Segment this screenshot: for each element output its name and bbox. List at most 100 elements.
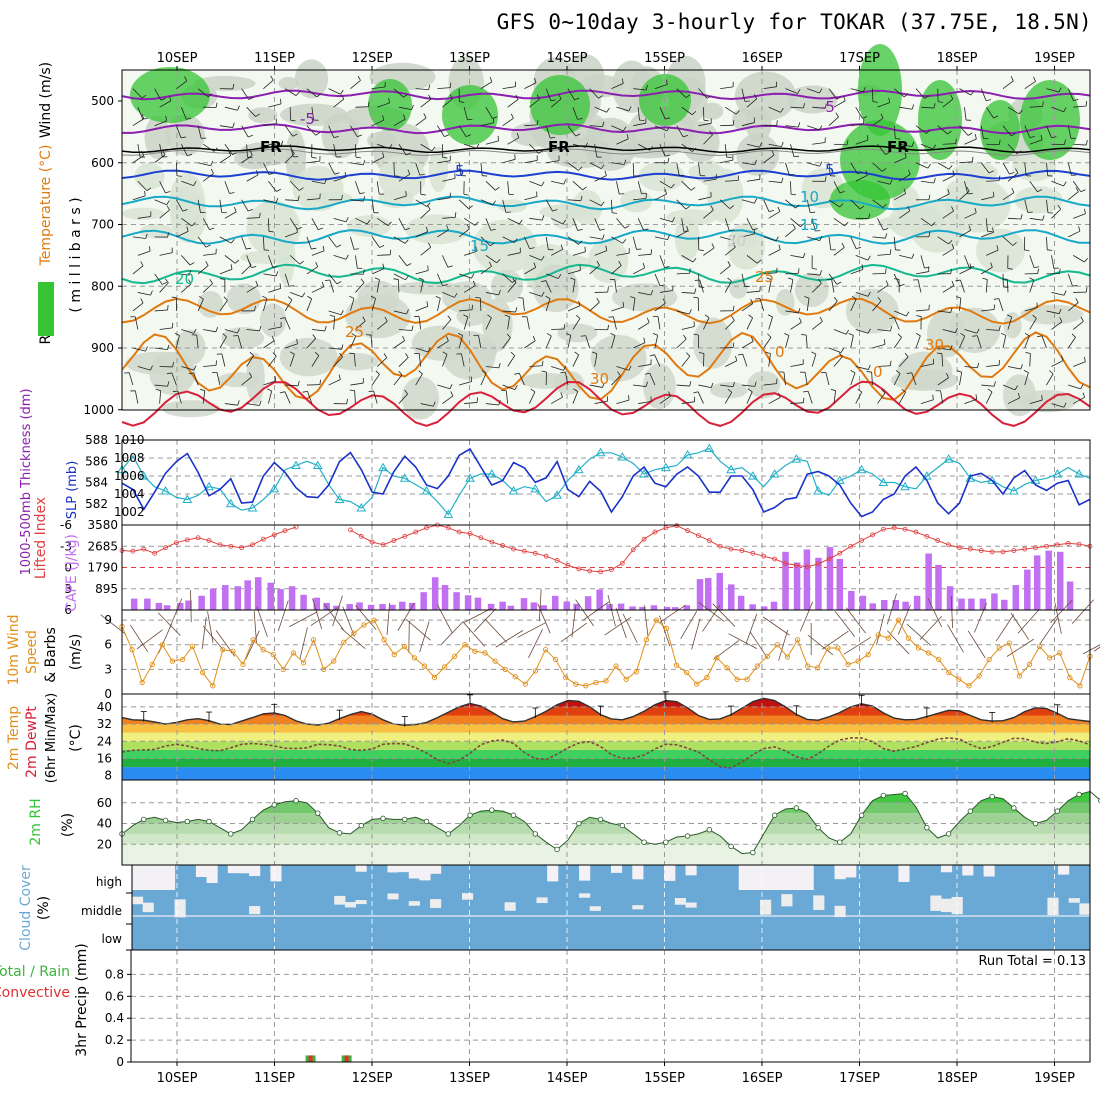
wind-barb (785, 125, 799, 128)
wind-barb (137, 292, 151, 296)
rh-blob (946, 178, 982, 202)
wind-barb (680, 610, 698, 640)
wind-barb (193, 372, 199, 386)
wind-barb (942, 143, 956, 145)
y-tick-label: 0.2 (105, 1033, 124, 1047)
wind-barb-flag (866, 134, 869, 141)
wind-barb (567, 162, 579, 171)
wind-barb (964, 212, 977, 219)
wind-barb (746, 98, 758, 108)
wind-barb (485, 403, 499, 406)
ylabel-cape: CAPE (J/kg) (64, 534, 80, 612)
rh-blob (976, 228, 1025, 273)
rh-marker (402, 816, 408, 823)
wind-barb-flag (248, 208, 253, 212)
wind-barb (937, 347, 951, 351)
wind-barb-flag (729, 205, 734, 209)
wind-barb-flag (420, 193, 426, 196)
wind-barb-flag (1041, 395, 1043, 401)
wind-barb (393, 118, 406, 127)
wind-barb-flag (836, 281, 842, 285)
wind-barb-flag (988, 170, 994, 174)
wind-barb-flag (642, 262, 646, 268)
wind-barb-flag (167, 381, 170, 387)
wind-barb (1073, 255, 1085, 263)
wind-barb-flag (344, 171, 347, 178)
wind-barb-flag (207, 93, 213, 98)
wind-barb-flag (245, 247, 252, 250)
wind-barb (134, 390, 139, 404)
wind-barb (681, 356, 691, 367)
rh-marker (336, 830, 343, 836)
wind-barb (324, 603, 344, 630)
wind-barb (393, 195, 407, 201)
li-marker (750, 550, 756, 556)
y-tick-label: 40 (97, 817, 112, 831)
contour-label: 15 (800, 216, 819, 234)
rh-marker (315, 810, 321, 816)
wind-speed-marker (371, 617, 377, 623)
li-marker (217, 542, 223, 548)
wind-barb-flag (861, 264, 864, 270)
wind-barb (681, 326, 695, 330)
thickness-marker (160, 485, 171, 495)
wind-barb-flag (904, 93, 909, 98)
wind-barb (1002, 192, 1015, 201)
date-label-bottom: 14SEP (547, 1071, 588, 1086)
wind-barb (485, 140, 499, 145)
wind-barb (241, 155, 253, 164)
wind-barb (942, 175, 955, 182)
wind-barb (306, 198, 320, 201)
li-marker (478, 535, 484, 541)
wind-barb-flag (579, 265, 581, 271)
wind-barb (981, 384, 995, 387)
wind-barb-flag (932, 394, 934, 400)
wind-speed-marker (482, 650, 488, 656)
wind-barb (703, 178, 717, 182)
wind-barb-flag (604, 170, 607, 176)
wind-barb (572, 279, 576, 293)
wind-barb-flag (621, 78, 624, 84)
wind-barb-flag (867, 291, 871, 297)
wind-barb (284, 273, 290, 287)
wind-barb-flag (275, 197, 279, 203)
wind-barb-flag (927, 163, 931, 169)
wind-barb (518, 372, 525, 386)
wind-barb-flag (645, 85, 648, 91)
rh-blob (122, 207, 165, 220)
wind-barb-flag (219, 278, 225, 280)
wind-barb (197, 125, 202, 139)
wind-barb (594, 400, 608, 404)
wind-barb (132, 265, 144, 275)
wind-barb-flag (427, 205, 431, 210)
wind-barb-flag (311, 156, 317, 159)
wind-barb (132, 118, 145, 127)
cloud-gap-mid (632, 905, 644, 910)
wind-barb (290, 292, 303, 298)
wind-barb-flag (664, 189, 667, 195)
wind-barb (137, 250, 151, 256)
wind-barb (376, 357, 387, 367)
wind-barb-flag (1014, 385, 1019, 391)
wind-barb (1029, 105, 1043, 108)
wind-barb-flag (247, 134, 253, 138)
wind-barb-flag (916, 315, 922, 317)
wind-barb (284, 391, 291, 404)
wind-barb-flag (686, 352, 691, 357)
thickness-marker (443, 509, 454, 518)
wind-barb (462, 607, 492, 624)
li-marker (815, 561, 821, 567)
wind-barb (746, 255, 758, 264)
wind-barb-flag (199, 388, 205, 392)
wind-barb (703, 134, 713, 145)
wind-barb (329, 279, 335, 293)
wind-barb-flag (1071, 333, 1076, 338)
wind-barb-flag (145, 233, 148, 239)
wind-barb-flag (1023, 370, 1029, 373)
cloud-gap-high (398, 865, 410, 873)
wind-speed-marker (502, 666, 508, 673)
wind-barb-flag (928, 194, 931, 200)
wind-barb-flag (249, 150, 253, 156)
wind-barb (377, 254, 391, 256)
wind-barb (551, 217, 564, 225)
